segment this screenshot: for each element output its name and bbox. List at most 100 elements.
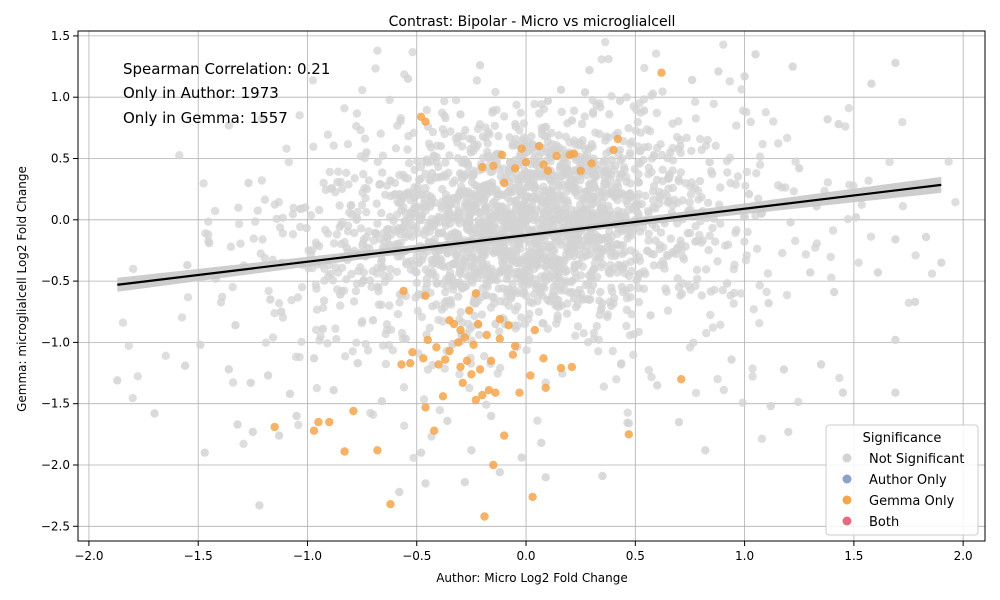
gemma-only-point	[510, 341, 520, 351]
not-significant-point	[348, 347, 357, 356]
not-significant-point	[414, 175, 424, 185]
not-significant-point	[580, 88, 590, 97]
not-significant-point	[761, 108, 770, 117]
gemma-only-point	[471, 289, 480, 298]
not-significant-point	[557, 107, 566, 117]
gemma-only-point	[491, 388, 500, 397]
gemma-only-point	[478, 390, 487, 400]
not-significant-point	[362, 148, 371, 157]
not-significant-point	[467, 446, 476, 455]
not-significant-point	[377, 208, 386, 218]
not-significant-point	[686, 190, 695, 199]
not-significant-point	[691, 114, 700, 123]
not-significant-point	[486, 411, 496, 421]
not-significant-point	[354, 266, 363, 276]
not-significant-point	[579, 329, 588, 338]
y-axis-label: Gemma: microglialcell Log2 Fold Change	[15, 166, 29, 412]
not-significant-point	[588, 109, 598, 119]
not-significant-point	[488, 108, 497, 117]
gemma-only-point	[657, 68, 666, 77]
not-significant-point	[374, 300, 384, 309]
not-significant-point	[647, 249, 656, 258]
not-significant-point	[366, 408, 375, 418]
not-significant-point	[282, 144, 291, 153]
annotation-spearman: Spearman Correlation: 0.21	[123, 60, 330, 78]
not-significant-point	[373, 282, 382, 291]
x-tick-label: 0.0	[516, 549, 535, 563]
x-tick-label: 2.0	[954, 549, 973, 563]
not-significant-point	[687, 178, 696, 187]
y-axis-ticks: −2.5 −2.0 −1.5 −1.0 −0.5 0.0 0.5 1.0 1.5	[41, 29, 78, 533]
not-significant-point	[440, 364, 449, 373]
not-significant-point	[618, 262, 627, 272]
not-significant-point	[702, 328, 711, 338]
gemma-only-point	[399, 286, 408, 296]
not-significant-point	[199, 179, 208, 188]
not-significant-point	[634, 297, 644, 307]
not-significant-point	[616, 360, 626, 369]
gemma-only-point	[613, 134, 622, 144]
not-significant-point	[586, 286, 596, 296]
not-significant-point	[525, 309, 534, 319]
not-significant-point	[277, 307, 286, 316]
not-significant-point	[336, 177, 345, 187]
not-significant-point	[373, 219, 382, 228]
not-significant-point	[388, 346, 398, 355]
not-significant-point	[841, 122, 850, 131]
not-significant-point	[351, 286, 361, 296]
gemma-only-point	[495, 334, 504, 343]
not-significant-point	[554, 272, 563, 281]
gemma-only-point	[510, 164, 520, 173]
not-significant-point	[314, 205, 324, 215]
not-significant-point	[455, 266, 465, 275]
not-significant-point	[409, 453, 418, 463]
gemma-only-point	[473, 319, 483, 329]
not-significant-point	[678, 196, 687, 205]
gemma-only-point	[421, 291, 430, 300]
not-significant-point	[377, 255, 386, 264]
not-significant-point	[428, 127, 438, 137]
not-significant-point	[263, 371, 273, 380]
not-significant-point	[508, 139, 517, 149]
not-significant-point	[567, 277, 576, 287]
not-significant-point	[537, 100, 546, 109]
not-significant-point	[651, 49, 661, 58]
not-significant-point	[620, 247, 629, 257]
not-significant-point	[450, 176, 459, 185]
not-significant-point	[204, 217, 213, 226]
not-significant-point	[406, 196, 415, 205]
not-significant-point	[415, 190, 425, 200]
gemma-only-point	[515, 388, 524, 397]
not-significant-point	[674, 177, 684, 186]
not-significant-point	[443, 416, 452, 426]
not-significant-point	[393, 239, 403, 249]
not-significant-point	[366, 276, 375, 285]
gemma-only-point	[460, 333, 469, 342]
not-significant-point	[559, 168, 568, 178]
not-significant-point	[701, 446, 710, 455]
not-significant-point	[649, 195, 658, 205]
not-significant-point	[297, 337, 306, 346]
not-significant-point	[620, 165, 629, 174]
not-significant-point	[536, 254, 545, 263]
gemma-only-point	[423, 335, 432, 345]
not-significant-point	[705, 231, 714, 240]
not-significant-point	[708, 223, 717, 233]
not-significant-point	[309, 354, 319, 363]
not-significant-point	[742, 108, 751, 117]
not-significant-point	[778, 248, 787, 258]
not-significant-point	[345, 208, 354, 217]
not-significant-point	[133, 372, 142, 381]
not-significant-point	[741, 181, 750, 191]
not-significant-point	[651, 204, 660, 213]
not-significant-point	[570, 263, 579, 273]
not-significant-point	[595, 129, 604, 139]
gemma-only-point	[482, 330, 491, 340]
not-significant-point	[306, 211, 316, 220]
not-significant-point	[285, 389, 295, 399]
not-significant-point	[762, 287, 771, 297]
not-significant-point	[676, 240, 685, 249]
not-significant-point	[585, 66, 594, 75]
not-significant-point	[463, 159, 473, 169]
not-significant-point	[904, 298, 913, 307]
